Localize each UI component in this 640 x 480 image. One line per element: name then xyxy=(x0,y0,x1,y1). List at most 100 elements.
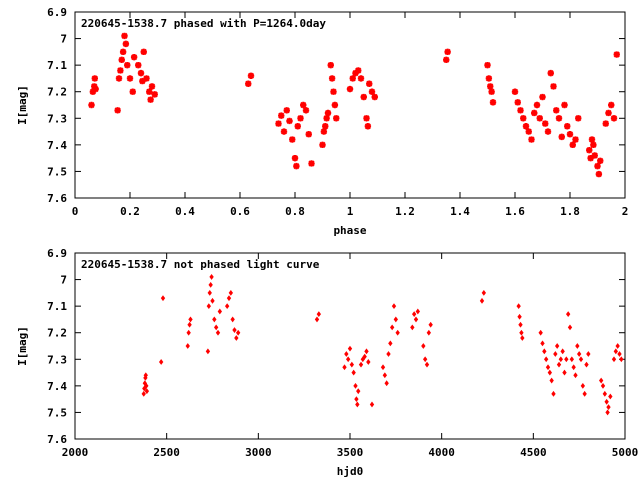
data-point xyxy=(588,136,596,143)
data-point xyxy=(355,67,362,74)
data-point xyxy=(324,109,332,117)
data-point xyxy=(144,382,149,389)
data-point xyxy=(484,61,491,69)
data-point xyxy=(366,80,373,87)
x-tick-label: 1 xyxy=(347,205,354,218)
data-point xyxy=(384,380,389,387)
axis-ticks: 2000 2500 3000 3500 4000 4500 5000 6.9 7 7.1 7.2 7.… xyxy=(47,247,638,459)
data-point xyxy=(205,348,211,355)
y-tick-label: 6.9 xyxy=(47,247,67,260)
data-point xyxy=(91,75,98,82)
data-point xyxy=(186,329,191,336)
y-tick-label: 6.9 xyxy=(47,6,67,19)
data-point xyxy=(520,335,525,341)
data-point xyxy=(555,115,563,122)
data-point xyxy=(366,359,371,365)
data-point xyxy=(140,48,147,56)
y-tick-label: 7.4 xyxy=(47,380,67,393)
data-point xyxy=(369,401,375,408)
data-point xyxy=(489,99,497,106)
data-point xyxy=(364,123,372,130)
data-point xyxy=(615,343,620,349)
x-tick-label: 0.2 xyxy=(120,205,140,218)
data-point xyxy=(558,356,564,363)
data-point xyxy=(428,321,433,328)
data-point xyxy=(302,107,310,114)
data-point xyxy=(141,390,146,397)
data-point xyxy=(349,75,356,82)
y-tick-label: 7.3 xyxy=(47,112,67,125)
data-point xyxy=(551,390,556,397)
x-tick-label: 1.8 xyxy=(560,205,580,218)
x-tick-label: 1.4 xyxy=(450,205,470,218)
data-point xyxy=(320,128,328,135)
data-point xyxy=(330,88,337,95)
data-point xyxy=(413,316,419,323)
x-tick-label: 5000 xyxy=(612,446,639,459)
data-point xyxy=(230,316,235,323)
axis-ticks: 0 0.2 0.4 0.6 0.8 1 1.2 1.4 1.6 1.8 2 6.9 7 7.1 7.2 7.3… xyxy=(47,6,628,218)
data-point xyxy=(316,311,322,318)
data-point xyxy=(582,390,587,397)
data-point xyxy=(553,107,560,114)
data-point xyxy=(278,112,285,119)
y-tick-label: 7.4 xyxy=(47,139,67,152)
data-point xyxy=(613,51,620,58)
data-point xyxy=(619,356,624,363)
data-point xyxy=(351,369,356,376)
x-tick-label: 3500 xyxy=(337,446,364,459)
data-points xyxy=(141,274,624,416)
data-point xyxy=(533,101,541,109)
y-axis-label: I[mag] xyxy=(16,85,29,125)
data-point xyxy=(386,351,391,357)
data-point xyxy=(391,303,397,310)
data-point xyxy=(571,364,576,371)
y-tick-label: 7.6 xyxy=(47,192,67,205)
data-point xyxy=(346,85,354,93)
data-point xyxy=(208,281,213,288)
data-point xyxy=(536,115,543,122)
data-point xyxy=(114,107,121,114)
data-point xyxy=(520,115,527,122)
data-point xyxy=(345,356,351,363)
data-point xyxy=(395,329,400,336)
data-point xyxy=(305,131,312,138)
data-point xyxy=(371,93,378,101)
data-point xyxy=(567,324,573,331)
data-point xyxy=(117,67,124,74)
data-point xyxy=(542,348,547,355)
data-point xyxy=(118,56,125,64)
plot-title: 220645-1538.7 phased with P=1264.0day xyxy=(81,17,326,30)
data-point xyxy=(594,162,601,170)
data-point xyxy=(426,329,432,336)
data-point xyxy=(565,311,571,318)
data-point xyxy=(531,109,538,117)
data-point xyxy=(356,388,361,395)
data-point xyxy=(362,353,367,360)
data-point xyxy=(600,382,606,389)
data-point xyxy=(126,75,134,82)
data-point xyxy=(235,329,241,336)
data-point xyxy=(232,327,237,333)
data-point xyxy=(206,303,212,310)
y-tick-label: 7.2 xyxy=(47,327,67,340)
data-point xyxy=(327,61,334,69)
data-point xyxy=(481,289,487,296)
data-point xyxy=(595,170,603,178)
data-point xyxy=(137,69,145,77)
data-point xyxy=(443,56,450,64)
data-point xyxy=(344,351,349,357)
data-point xyxy=(560,348,565,355)
data-point xyxy=(561,101,568,109)
x-tick-label: 0.6 xyxy=(230,205,250,218)
data-point xyxy=(92,85,99,93)
data-point xyxy=(210,297,215,304)
data-point xyxy=(584,361,589,368)
y-tick-label: 7 xyxy=(60,274,67,287)
x-tick-label: 0.4 xyxy=(175,205,195,218)
data-point xyxy=(606,404,611,411)
data-point xyxy=(224,303,230,310)
data-point xyxy=(228,289,234,296)
data-point xyxy=(597,157,604,164)
data-point xyxy=(347,345,353,352)
